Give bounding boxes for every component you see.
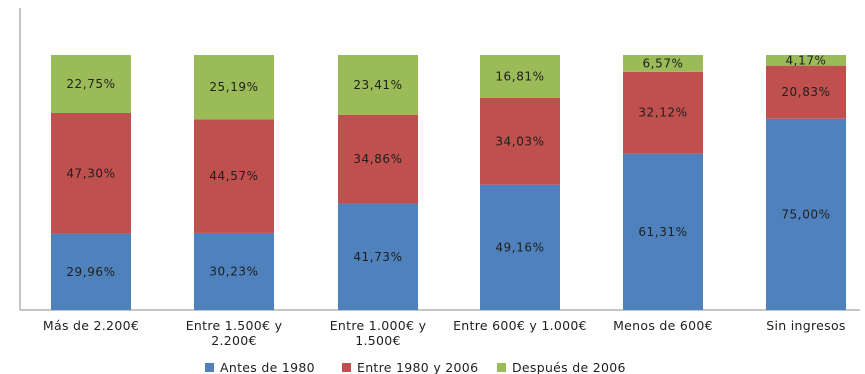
- data-label: 16,81%: [495, 69, 544, 83]
- bar-segment-1-1: [51, 233, 131, 310]
- data-label: 4,17%: [785, 53, 826, 67]
- data-label: 23,41%: [353, 78, 402, 92]
- data-label: 29,96%: [66, 265, 115, 279]
- data-label: 30,23%: [209, 264, 258, 278]
- data-label: 47,30%: [66, 166, 115, 180]
- data-label: 49,16%: [495, 240, 544, 254]
- category-label: Entre 1.500€ y: [186, 318, 283, 333]
- legend-swatch-2: [342, 363, 351, 372]
- legend-label: Entre 1980 y 2006: [357, 360, 478, 374]
- category-label: Entre 1.000€ y: [330, 318, 427, 333]
- category-label: Entre 600€ y 1.000€: [453, 318, 587, 333]
- data-label: 61,31%: [638, 225, 687, 239]
- legend-label: Después de 2006: [512, 360, 626, 374]
- category-label: 2.200€: [211, 333, 257, 348]
- bar-segment-3-1: [51, 54, 131, 113]
- bar-segment-2-4: [480, 97, 560, 185]
- bar-segment-2-2: [194, 119, 274, 233]
- category-label: Más de 2.200€: [43, 318, 139, 333]
- bar-segment-3-4: [480, 55, 560, 98]
- category-label: 1.500€: [355, 333, 401, 348]
- data-label: 44,57%: [209, 169, 258, 183]
- data-label: 25,19%: [209, 80, 258, 94]
- bar-segment-3-2: [194, 55, 274, 120]
- data-label: 34,86%: [353, 152, 402, 166]
- data-label: 32,12%: [638, 106, 687, 120]
- bar-segment-2-3: [338, 114, 418, 204]
- bar-segment-1-6: [766, 118, 846, 310]
- data-label: 20,83%: [781, 85, 830, 99]
- data-label: 6,57%: [642, 56, 683, 70]
- bar-segment-3-3: [338, 55, 418, 115]
- category-labels: Más de 2.200€ Entre 1.500€ y2.200€ Entre 1…: [43, 318, 846, 348]
- legend: Antes de 1980 Entre 1980 y 2006 Después de…: [205, 360, 626, 374]
- category-label: Sin ingresos: [766, 318, 845, 333]
- bars-group: 29,96% 47,30% 22,75% 30,23% 44,57% 25,19% 41,7…: [51, 53, 846, 310]
- data-label: 41,73%: [353, 250, 402, 264]
- bar-segment-3-6: [766, 55, 846, 66]
- data-label: 34,03%: [495, 134, 544, 148]
- data-label: 75,00%: [781, 207, 830, 221]
- bar-segment-2-1: [51, 112, 131, 234]
- data-label: 22,75%: [66, 77, 115, 91]
- legend-label: Antes de 1980: [220, 360, 315, 374]
- bar-segment-1-2: [194, 232, 274, 310]
- legend-swatch-3: [497, 363, 506, 372]
- legend-swatch-1: [205, 363, 214, 372]
- bar-segment-2-5: [623, 71, 703, 154]
- bar-segment-3-5: [623, 55, 703, 72]
- bar-segment-1-5: [623, 153, 703, 310]
- bar-segment-2-6: [766, 65, 846, 119]
- category-label: Menos de 600€: [613, 318, 713, 333]
- bar-segment-1-4: [480, 184, 560, 310]
- bar-segment-1-3: [338, 203, 418, 310]
